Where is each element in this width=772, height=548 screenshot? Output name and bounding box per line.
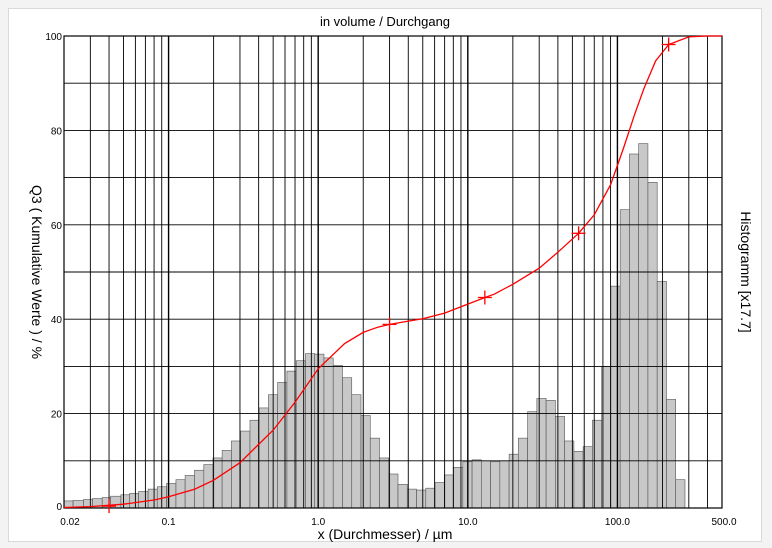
histogram-bar — [416, 489, 427, 509]
histogram-bar — [471, 459, 482, 509]
histogram-bar — [369, 437, 380, 509]
histogram-bar — [527, 411, 538, 509]
y-tick-label: 20 — [51, 410, 63, 421]
histogram-bar — [666, 399, 677, 509]
histogram-bar — [638, 143, 649, 509]
histogram-bar — [221, 450, 232, 509]
plot-frame — [63, 35, 723, 509]
histogram-bar — [203, 464, 214, 509]
histogram-bar — [545, 400, 556, 509]
histogram-bar — [258, 407, 269, 509]
y-tick-label: 80 — [51, 126, 63, 137]
x-tick-label: 0.02 — [60, 517, 80, 528]
histogram-bar — [120, 494, 131, 509]
curve-marker — [102, 499, 117, 514]
histogram-bar — [592, 419, 602, 509]
histogram-bars — [63, 143, 686, 509]
histogram-bar — [490, 461, 501, 509]
y-tick-label: 60 — [51, 221, 63, 232]
x-tick-label: 0.1 — [162, 517, 176, 528]
x-axis-title: x (Durchmesser) / µm — [318, 526, 453, 542]
histogram-bar — [379, 457, 390, 509]
histogram-bar — [397, 484, 408, 509]
histogram-bar — [249, 419, 260, 509]
histogram-bar — [129, 493, 139, 509]
histogram-bar — [508, 453, 519, 509]
histogram-bar — [332, 365, 343, 509]
histogram-bar — [443, 474, 454, 509]
histogram-bar — [147, 488, 158, 509]
histogram-bar — [342, 377, 353, 509]
histogram-bar — [314, 353, 325, 509]
histogram-bar — [425, 487, 436, 509]
histogram-bar — [360, 415, 371, 509]
histogram-bar — [453, 467, 464, 509]
histogram-bar — [138, 491, 149, 509]
histogram-bar — [231, 440, 241, 509]
tick-labels: 0.02 0.1 1.0 10.0 100.0 500.0 0 20 40 60 80 100 — [45, 32, 737, 528]
histogram-bar — [573, 451, 584, 509]
cumulative-curve — [63, 35, 722, 514]
y-tick-label: 0 — [56, 502, 62, 513]
x-tick-label: 500.0 — [711, 517, 736, 528]
histogram-bar — [388, 473, 399, 509]
histogram-bar — [656, 281, 667, 509]
x-tick-label: 10.0 — [458, 517, 478, 528]
histogram-bar — [240, 430, 251, 509]
y-axis-title: Q3 ( Kumulative Werte ) / % — [29, 185, 45, 359]
x-tick-label: 100.0 — [605, 517, 630, 528]
histogram-bar — [675, 479, 686, 509]
cumulative-line — [63, 35, 722, 509]
histogram-bar — [277, 382, 288, 509]
curve-marker — [571, 226, 586, 241]
y-tick-label: 100 — [45, 32, 62, 43]
histogram-bar — [518, 437, 528, 509]
curve-marker — [382, 317, 397, 332]
y-tick-label: 40 — [51, 315, 63, 326]
histogram-bar — [499, 460, 510, 509]
chart-title: in volume / Durchgang — [320, 14, 450, 29]
histogram-bar — [481, 460, 491, 509]
curve-marker — [477, 290, 492, 305]
histogram-bar — [619, 209, 630, 509]
y2-axis-title: Histogramm [x17.7] — [738, 211, 754, 332]
histogram-bar — [351, 394, 362, 509]
curve-marker — [661, 37, 676, 52]
histogram-bar — [629, 153, 639, 509]
histogram-bar — [536, 398, 547, 509]
x-tick-label: 1.0 — [311, 517, 325, 528]
histogram-bar — [323, 357, 334, 509]
histogram-bar — [555, 416, 565, 509]
histogram-bar — [212, 457, 223, 509]
histogram-bar — [647, 182, 658, 509]
histogram-bar — [434, 482, 445, 509]
